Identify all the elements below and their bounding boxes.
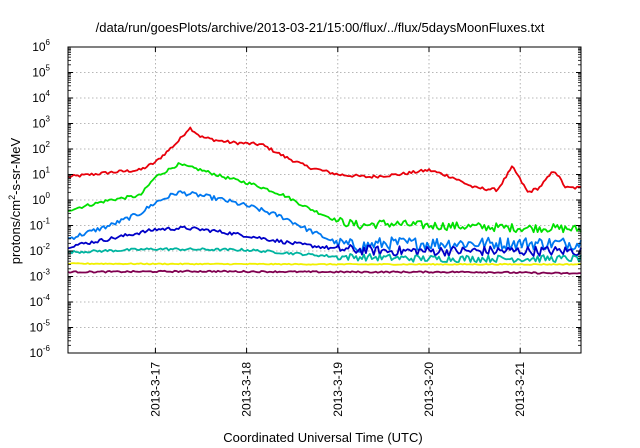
- series-line: [67, 262, 582, 266]
- y-tick-labels: 10-6 10-5 10-4 10-3 10-2 10-1 100 101 102 103 104 1…: [30, 38, 51, 360]
- y-tick-label: 10-4: [30, 293, 51, 309]
- y-tick-label: 103: [32, 115, 50, 131]
- series-line: [67, 225, 582, 257]
- series-line: [67, 126, 582, 194]
- y-tick-label: 100: [32, 191, 50, 207]
- y-tick-label: 10-3: [30, 268, 51, 284]
- y-tick-label: 10-2: [30, 242, 51, 258]
- y-tick-label: 106: [32, 38, 50, 54]
- x-tick-label: 2013-3-18: [240, 362, 254, 417]
- y-tick-label: 104: [32, 89, 50, 105]
- y-tick-label: 102: [32, 140, 50, 156]
- y-axis-label: protons/cm2-s-sr-MeV: [7, 137, 23, 264]
- series-line: [68, 190, 582, 253]
- x-axis-label: Coordinated Universal Time (UTC): [223, 430, 422, 445]
- y-tick-label: 10-5: [30, 319, 51, 335]
- y-axis-label-suffix: -s-sr-MeV: [8, 137, 23, 194]
- series-line: [67, 247, 582, 264]
- x-tick-label: 2013-3-17: [148, 362, 162, 417]
- x-tick-label: 2013-3-19: [331, 362, 345, 417]
- y-tick-label: 101: [32, 166, 50, 182]
- x-tick-labels: 2013-3-17 2013-3-18 2013-3-19 2013-3-20 2013…: [148, 362, 527, 417]
- y-axis-label-sup: 2: [7, 195, 17, 200]
- series-line: [67, 269, 582, 275]
- x-tick-label: 2013-3-21: [513, 362, 527, 417]
- x-tick-label: 2013-3-20: [422, 362, 436, 417]
- grid-lines: [68, 47, 581, 353]
- series-lines: [67, 126, 582, 275]
- chart-title: /data/run/goesPlots/archive/2013-03-21/1…: [95, 20, 545, 35]
- y-axis-label-prefix: protons/cm: [8, 200, 23, 264]
- y-tick-label: 105: [32, 64, 50, 80]
- series-line: [67, 162, 582, 234]
- y-tick-label: 10-1: [30, 217, 51, 233]
- y-tick-label: 10-6: [30, 344, 51, 360]
- tick-marks: [68, 46, 581, 354]
